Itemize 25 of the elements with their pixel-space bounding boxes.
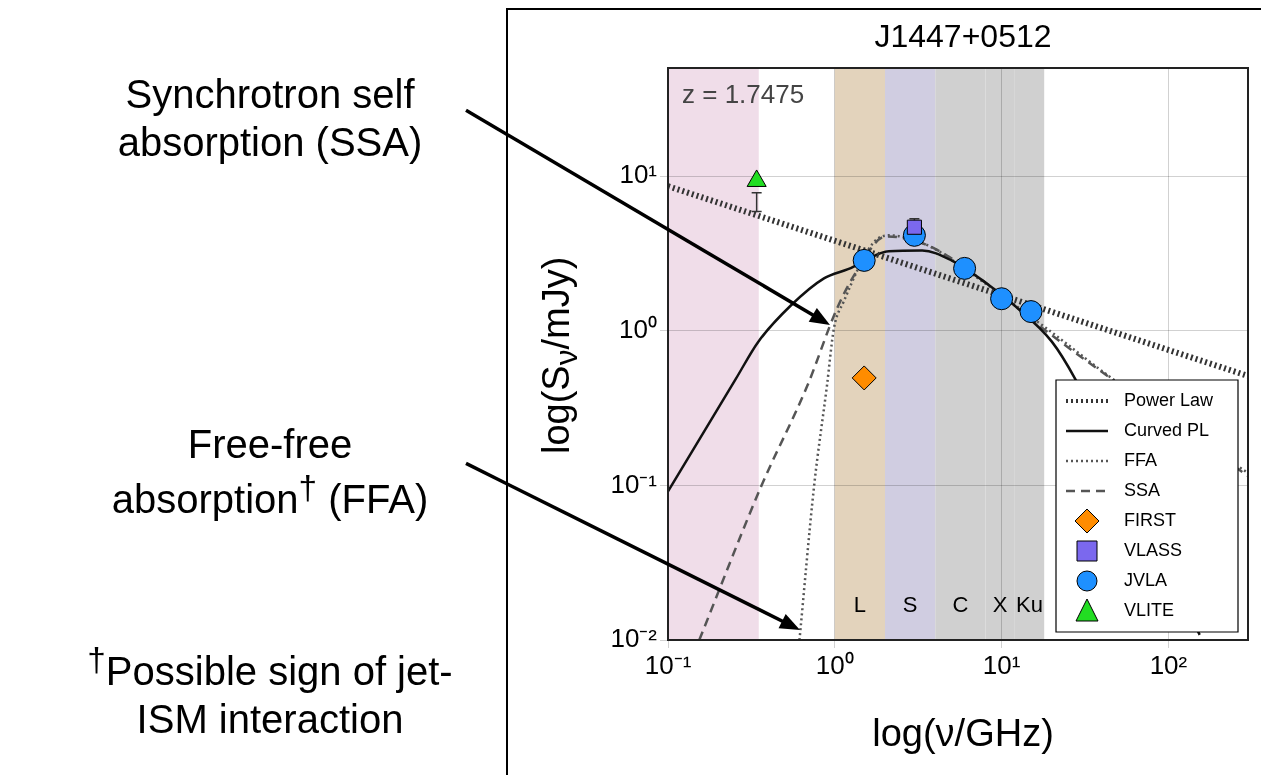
legend-label: VLITE <box>1124 599 1175 620</box>
band-label: Ku <box>1016 592 1043 618</box>
x-tick-label: 10² <box>1149 649 1188 680</box>
band-label: S <box>902 592 918 618</box>
text: Synchrotron self absorption (SSA) <box>116 71 424 166</box>
annotation: z = 1.7475 <box>682 79 805 110</box>
legend-label: Power Law <box>1124 389 1215 410</box>
legend-label: VLASS <box>1124 539 1183 560</box>
text: Free-free absorption$^{†}$ (FFA) <box>110 421 430 524</box>
band-label: L <box>853 592 867 618</box>
text: $^{†}$Possible sign of jet-ISM interaction <box>86 640 454 744</box>
legend-label: SSA <box>1124 479 1161 500</box>
y-tick-label: 10⁻¹ <box>610 468 658 499</box>
band-label: C <box>952 592 969 618</box>
y-tick-label: 10¹ <box>619 159 658 190</box>
y-tick-label: 10⁰ <box>619 313 657 344</box>
legend-label: FIRST <box>1124 509 1176 530</box>
chart-title: J1447+0512 <box>873 18 1053 55</box>
legend-label: Curved PL <box>1124 419 1210 440</box>
legend-label: FFA <box>1124 449 1158 470</box>
band-label: X <box>992 592 1008 618</box>
x-tick-label: 10⁰ <box>815 649 854 680</box>
x-tick-label: 10¹ <box>982 649 1021 680</box>
x-axis-title: log(ν/GHz) <box>871 712 1055 755</box>
legend-label: JVLA <box>1124 569 1168 590</box>
